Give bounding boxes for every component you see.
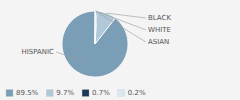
- leader-line: [96, 11, 146, 30]
- pie-slice: [62, 11, 128, 77]
- chart: HISPANIC BLACK WHITE ASIAN 89.5% 9.7% 0.7% 0.2%: [0, 0, 240, 100]
- legend-label: 9.7%: [56, 89, 74, 97]
- slice-label: WHITE: [148, 26, 171, 34]
- legend-swatch: [6, 90, 13, 97]
- legend-label: 89.5%: [16, 89, 39, 97]
- pie-slice: [95, 11, 96, 44]
- legend-label: 0.7%: [92, 89, 110, 97]
- pie: [62, 11, 128, 77]
- slice-label: ASIAN: [148, 38, 169, 46]
- pie-slice: [95, 11, 97, 44]
- legend-swatch: [82, 90, 89, 97]
- leader-line: [95, 11, 146, 42]
- pie-slice: [95, 11, 115, 44]
- legend-label: 0.2%: [128, 89, 146, 97]
- legend-swatch: [46, 90, 53, 97]
- slice-label: BLACK: [148, 14, 171, 22]
- legend: 89.5% 9.7% 0.7% 0.2%: [6, 89, 146, 97]
- slice-label: HISPANIC: [21, 48, 54, 56]
- leader-line: [56, 52, 89, 63]
- legend-swatch: [118, 90, 125, 97]
